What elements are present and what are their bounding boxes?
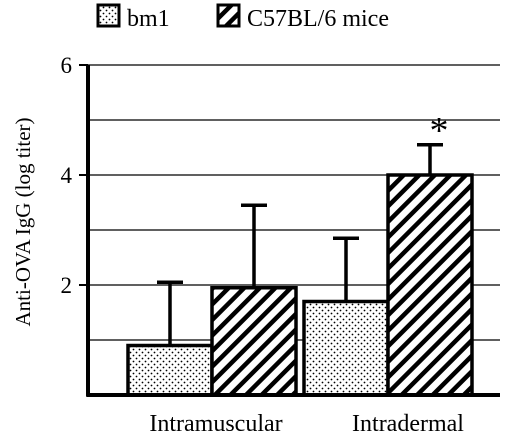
bar-c57bl-6-intradermal <box>386 173 474 397</box>
bar-c57bl-6-intramuscular <box>210 286 298 397</box>
bar-bm1-intramuscular <box>126 343 214 397</box>
y-tick-label: 6 <box>61 53 73 78</box>
legend-swatch <box>96 3 121 28</box>
y-tick-label: 4 <box>61 163 73 188</box>
y-tick-label: 2 <box>61 273 73 298</box>
significance-asterisk: * <box>430 110 449 152</box>
axes: 2 4 6 Intramuscular Intradermal <box>61 53 500 437</box>
y-axis-label: Anti-OVA IgG (log titer) <box>11 117 35 326</box>
bars: * <box>126 110 474 397</box>
legend-label: bm1 <box>127 6 170 32</box>
legend-label: C57BL/6 mice <box>247 6 389 32</box>
x-tick-label: Intramuscular <box>149 411 282 437</box>
x-tick-label: Intradermal <box>352 411 464 437</box>
bar-bm1-intradermal <box>302 299 390 397</box>
legend-swatch <box>216 3 241 28</box>
legend: bm1 C57BL/6 mice <box>96 3 389 32</box>
